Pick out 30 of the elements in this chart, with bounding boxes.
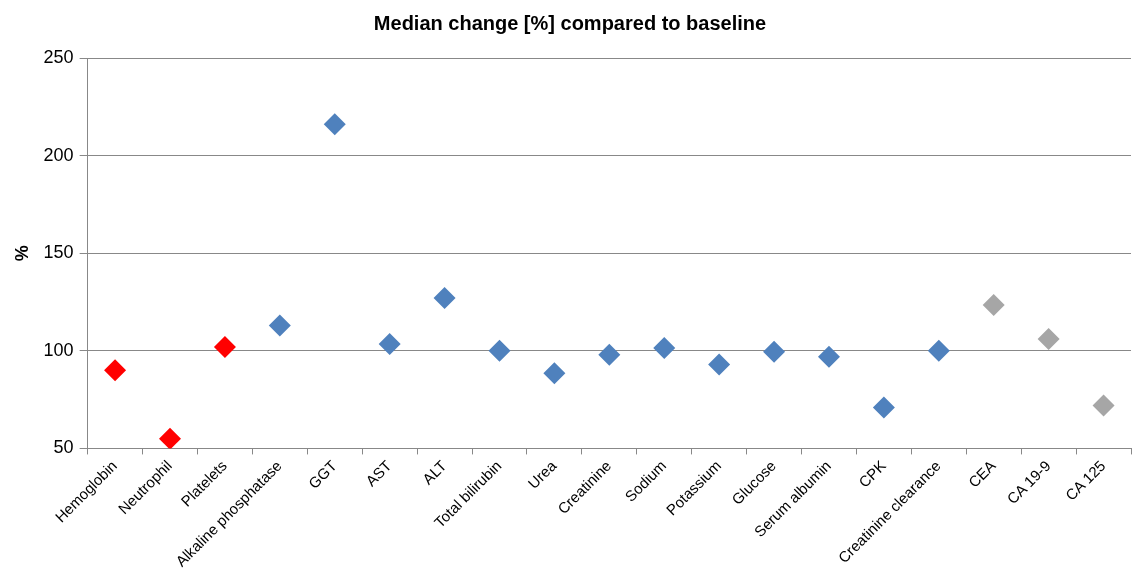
x-tick-label: CEA xyxy=(964,456,999,491)
point xyxy=(927,339,950,362)
point xyxy=(872,396,895,419)
point xyxy=(817,345,840,368)
point xyxy=(763,340,786,363)
point xyxy=(543,362,566,385)
chart-title: Median change [%] compared to baseline xyxy=(373,11,767,34)
point xyxy=(1037,328,1060,351)
x-tick-label: Urea xyxy=(524,456,560,492)
y-tick-label: 100 xyxy=(43,339,74,360)
point xyxy=(708,353,731,376)
point xyxy=(653,336,676,359)
y-axis-title: % xyxy=(11,245,32,262)
point xyxy=(433,287,456,310)
point xyxy=(213,335,236,358)
point xyxy=(1092,394,1115,417)
point xyxy=(598,343,621,366)
x-tick-label: ALT xyxy=(418,456,450,488)
y-tick-label: 250 xyxy=(43,46,74,67)
point xyxy=(323,113,346,136)
point xyxy=(982,293,1005,316)
x-tick-label: CA 125 xyxy=(1061,456,1109,504)
y-tick-label: 50 xyxy=(53,437,74,458)
point xyxy=(488,339,511,362)
y-tick-label: 150 xyxy=(43,242,74,263)
point xyxy=(104,359,127,382)
y-tick-label: 200 xyxy=(43,144,74,165)
point xyxy=(268,314,291,337)
point xyxy=(159,427,181,449)
point xyxy=(378,333,401,355)
